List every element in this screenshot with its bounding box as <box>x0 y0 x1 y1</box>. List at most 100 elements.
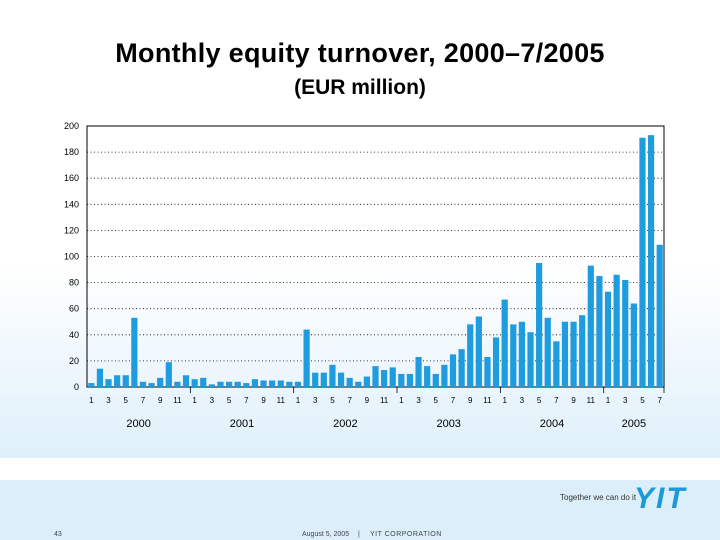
x-tick-label: 9 <box>365 396 370 405</box>
x-tick-label: 5 <box>640 396 645 405</box>
x-tick-label: 5 <box>124 396 129 405</box>
bar <box>579 315 586 387</box>
x-tick-label: 3 <box>313 396 318 405</box>
bar <box>277 380 284 387</box>
yit-logo: YIT <box>634 482 687 515</box>
year-label: 2000 <box>126 418 150 430</box>
bar <box>587 265 594 387</box>
bar <box>527 332 534 387</box>
x-tick-label: 3 <box>520 396 525 405</box>
bar <box>604 291 612 387</box>
year-label: 2004 <box>540 418 564 430</box>
bar <box>639 137 646 387</box>
bar <box>656 244 663 387</box>
bar <box>630 303 637 387</box>
bar <box>329 364 336 387</box>
bar <box>518 321 526 387</box>
bar <box>182 375 190 387</box>
x-tick-label: 1 <box>296 396 301 405</box>
bar <box>613 274 620 387</box>
y-tick-label: 20 <box>69 356 79 366</box>
x-tick-label: 1 <box>606 396 611 405</box>
x-tick-label: 1 <box>89 396 94 405</box>
bar <box>148 383 155 387</box>
x-tick-label: 1 <box>502 396 507 405</box>
x-tick-label: 11 <box>483 396 492 405</box>
bar <box>492 337 500 387</box>
bar <box>544 317 551 387</box>
bar <box>217 381 224 387</box>
bar <box>105 379 112 387</box>
x-tick-label: 5 <box>330 396 335 405</box>
bar <box>157 377 164 387</box>
x-tick-label: 1 <box>192 396 197 405</box>
bar <box>553 341 560 387</box>
x-tick-label: 11 <box>173 396 182 405</box>
footer-band <box>0 480 720 540</box>
bar <box>355 381 362 387</box>
bar <box>449 354 457 387</box>
y-tick-label: 120 <box>64 225 79 235</box>
x-tick-label: 3 <box>416 396 421 405</box>
footer-separator: | <box>358 531 360 538</box>
bar <box>200 377 207 387</box>
bar <box>398 373 405 387</box>
x-tick-label: 9 <box>571 396 576 405</box>
footer-date: August 5, 2005 <box>302 531 350 538</box>
bar <box>647 135 655 387</box>
y-tick-label: 0 <box>74 382 79 392</box>
bar <box>372 366 379 387</box>
x-tick-label: 7 <box>347 396 352 405</box>
bar <box>225 381 233 387</box>
y-tick-label: 140 <box>64 199 79 209</box>
bar <box>337 372 345 387</box>
bar <box>251 379 259 387</box>
y-tick-label: 100 <box>64 252 79 262</box>
page-number: 43 <box>54 531 62 538</box>
bar <box>294 381 302 387</box>
x-tick-label: 5 <box>227 396 232 405</box>
y-tick-label: 40 <box>69 330 79 340</box>
bar <box>165 362 172 387</box>
bar <box>88 383 95 387</box>
x-tick-label: 9 <box>158 396 163 405</box>
bar <box>596 276 603 387</box>
x-tick-label: 11 <box>587 396 596 405</box>
y-tick-label: 180 <box>64 147 79 157</box>
bar <box>458 349 465 387</box>
x-tick-label: 9 <box>261 396 266 405</box>
x-tick-label: 7 <box>141 396 146 405</box>
year-label: 2001 <box>230 418 254 430</box>
bar <box>114 375 121 387</box>
footer-corporation: YIT CORPORATION <box>370 531 442 538</box>
bar <box>424 366 431 387</box>
bar <box>96 368 104 387</box>
year-label: 2002 <box>333 418 357 430</box>
bar <box>501 299 508 387</box>
y-tick-label: 60 <box>69 304 79 314</box>
x-tick-label: 3 <box>210 396 215 405</box>
bar <box>122 375 129 387</box>
bar <box>312 372 319 387</box>
bar <box>303 329 310 387</box>
bar <box>269 380 276 387</box>
bar <box>441 364 448 387</box>
bar <box>234 381 241 387</box>
bar <box>467 324 474 387</box>
bar <box>286 381 293 387</box>
tagline: Together we can do it <box>560 493 637 502</box>
bar <box>389 367 396 387</box>
bar <box>363 376 370 387</box>
x-tick-label: 5 <box>537 396 542 405</box>
bar <box>131 317 138 387</box>
x-tick-label: 3 <box>106 396 111 405</box>
bar <box>320 372 327 387</box>
bar <box>139 381 147 387</box>
bar <box>191 379 198 387</box>
x-tick-label: 7 <box>451 396 456 405</box>
bar <box>243 383 250 387</box>
bar <box>570 321 577 387</box>
x-tick-label: 1 <box>399 396 404 405</box>
chart-title: Monthly equity turnover, 2000–7/2005 <box>115 38 605 68</box>
